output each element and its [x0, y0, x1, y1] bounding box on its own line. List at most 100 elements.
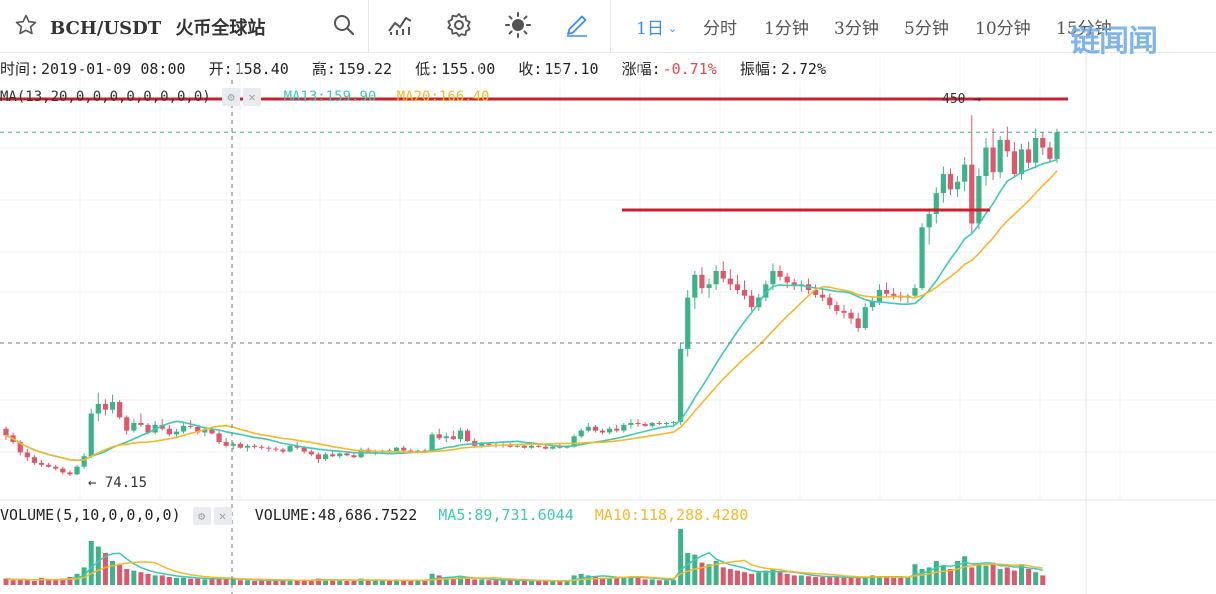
- candle-body: [280, 449, 286, 452]
- candle-body: [237, 443, 243, 448]
- volume-bar: [905, 577, 911, 585]
- candle-body: [53, 466, 59, 469]
- candle-body: [720, 271, 726, 279]
- tab-timeframe[interactable]: 3分钟: [834, 14, 879, 39]
- volume-ma5-value: MA5:89,731.6044: [438, 506, 574, 524]
- candle-body: [344, 453, 350, 456]
- candle-body: [891, 293, 897, 296]
- candle-body: [337, 453, 343, 457]
- chart-type-icon[interactable]: [386, 11, 414, 39]
- candle-body: [322, 454, 329, 460]
- candle-body: [472, 441, 478, 446]
- volume-bar: [529, 581, 534, 585]
- volume-bar: [621, 577, 627, 585]
- volume-bar: [365, 580, 371, 585]
- close-label: 收:: [518, 60, 543, 78]
- volume-legend: VOLUME(5,10,0,0,0,0) ⚙ ✕ VOLUME:48,686.75…: [0, 506, 748, 525]
- tab-label: 5分钟: [904, 19, 949, 39]
- candle-body: [848, 312, 854, 319]
- volume-bar: [88, 541, 94, 585]
- volume-bar: [486, 580, 492, 585]
- volume-bar: [294, 580, 300, 585]
- tab-timeframe[interactable]: 1日 ⌄: [636, 14, 677, 39]
- tab-timeframe[interactable]: 1分钟: [764, 14, 809, 39]
- settings-icon[interactable]: ⚙: [222, 88, 241, 106]
- open-value: 158.40: [234, 60, 289, 78]
- candle-body: [308, 451, 314, 455]
- volume-bar: [976, 564, 982, 585]
- candle-body: [457, 430, 464, 440]
- change-value: -0.71%: [662, 60, 717, 78]
- ohlc-info-bar: 时间: 2019-01-09 08:00 开: 158.40 高: 159.22 低:…: [0, 58, 828, 82]
- candle-body: [166, 428, 172, 435]
- volume-bar: [337, 580, 343, 585]
- theme-sun-icon[interactable]: [504, 11, 532, 39]
- candle-body: [614, 428, 620, 431]
- candle-body: [827, 297, 833, 306]
- candle-body: [656, 423, 662, 424]
- volume-bar: [862, 577, 868, 585]
- volume-bar: [152, 575, 158, 585]
- volume-ma-line: [5, 559, 1043, 582]
- volume-bar: [173, 577, 179, 585]
- candle-body: [131, 423, 137, 431]
- candle-body: [415, 450, 421, 452]
- volume-bar: [315, 578, 321, 585]
- volume-bar: [166, 577, 172, 585]
- volume-bar: [635, 577, 641, 585]
- search-icon[interactable]: [330, 11, 358, 39]
- volume-bar: [685, 553, 691, 585]
- volume-bar: [31, 581, 37, 585]
- candle-body: [109, 402, 116, 410]
- volume-bar: [259, 580, 265, 585]
- close-icon[interactable]: ✕: [243, 88, 262, 106]
- candle-body: [266, 447, 272, 449]
- volume-bar: [1018, 564, 1024, 585]
- volume-bar: [749, 573, 755, 585]
- volume-bar: [770, 569, 776, 585]
- candle-body: [67, 472, 73, 475]
- candle-body: [699, 274, 705, 289]
- candle-body: [10, 435, 16, 442]
- tab-timeframe[interactable]: 10分钟: [975, 14, 1031, 39]
- candle-body: [599, 430, 606, 433]
- volume-bar: [244, 580, 250, 585]
- candle-body: [173, 431, 180, 435]
- draw-pen-icon[interactable]: [563, 11, 591, 39]
- volume-bar: [898, 577, 904, 585]
- tab-timeframe[interactable]: 分时: [703, 14, 737, 39]
- candle-body: [202, 429, 208, 433]
- volume-bar: [876, 576, 882, 585]
- candle-body: [976, 176, 982, 224]
- candle-body: [393, 447, 400, 453]
- tab-timeframe[interactable]: 15分钟: [1056, 14, 1112, 39]
- candle-body: [756, 297, 762, 308]
- candle-body: [663, 423, 670, 424]
- volume-bar: [536, 581, 542, 585]
- volume-bar: [429, 573, 435, 585]
- candle-body: [209, 429, 215, 434]
- volume-bar: [95, 546, 101, 585]
- candle-body: [834, 305, 840, 311]
- candle-body: [294, 445, 300, 448]
- volume-bar: [351, 581, 357, 585]
- settings-icon[interactable]: ⚙: [192, 506, 211, 525]
- volume-bar: [372, 580, 378, 585]
- volume-bar: [983, 565, 989, 585]
- ma13-value: MA13:159.90: [283, 89, 377, 105]
- volume-bar: [10, 580, 16, 585]
- gear-icon[interactable]: [445, 11, 473, 39]
- close-icon[interactable]: ✕: [213, 506, 232, 525]
- high-value: 159.22: [337, 60, 393, 78]
- volume-bar: [940, 565, 946, 585]
- candle-body: [990, 147, 996, 173]
- star-icon[interactable]: [14, 13, 38, 37]
- volume-ma10-value: MA10:118,288.4280: [594, 506, 749, 524]
- volume-bar: [841, 577, 847, 585]
- volume-bar: [110, 561, 116, 585]
- tab-timeframe[interactable]: 5分钟: [904, 14, 949, 39]
- tab-label: 1日: [636, 19, 664, 39]
- watermark-logo: 链闻闻: [1070, 24, 1158, 59]
- candle-body: [628, 423, 634, 425]
- candle-body: [450, 436, 456, 440]
